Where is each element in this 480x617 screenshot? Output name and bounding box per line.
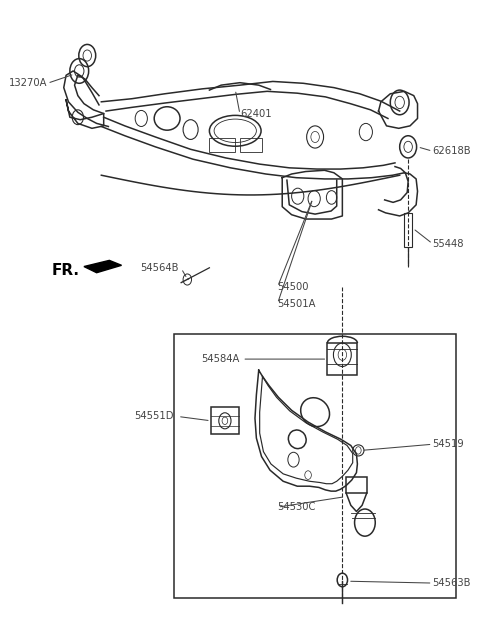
Bar (404, 213, 412, 247)
Text: 54501A: 54501A (277, 299, 316, 308)
Text: 55448: 55448 (432, 239, 464, 249)
Bar (209, 138, 235, 152)
Bar (174, 334, 456, 598)
Text: 13270A: 13270A (9, 78, 48, 88)
Text: 54563B: 54563B (432, 578, 471, 588)
Bar (346, 477, 367, 493)
Text: 54551D: 54551D (135, 412, 174, 421)
Text: 54584A: 54584A (202, 354, 240, 364)
Text: 54500: 54500 (277, 282, 309, 292)
Text: 62618B: 62618B (432, 146, 471, 156)
Bar (240, 138, 263, 152)
Text: 54530C: 54530C (277, 502, 316, 512)
Text: 62401: 62401 (240, 109, 272, 119)
Text: FR.: FR. (52, 263, 80, 278)
Text: 54564B: 54564B (140, 263, 179, 273)
Text: 54519: 54519 (432, 439, 464, 449)
Bar (211, 407, 239, 434)
Polygon shape (84, 260, 121, 273)
Bar (327, 343, 358, 375)
